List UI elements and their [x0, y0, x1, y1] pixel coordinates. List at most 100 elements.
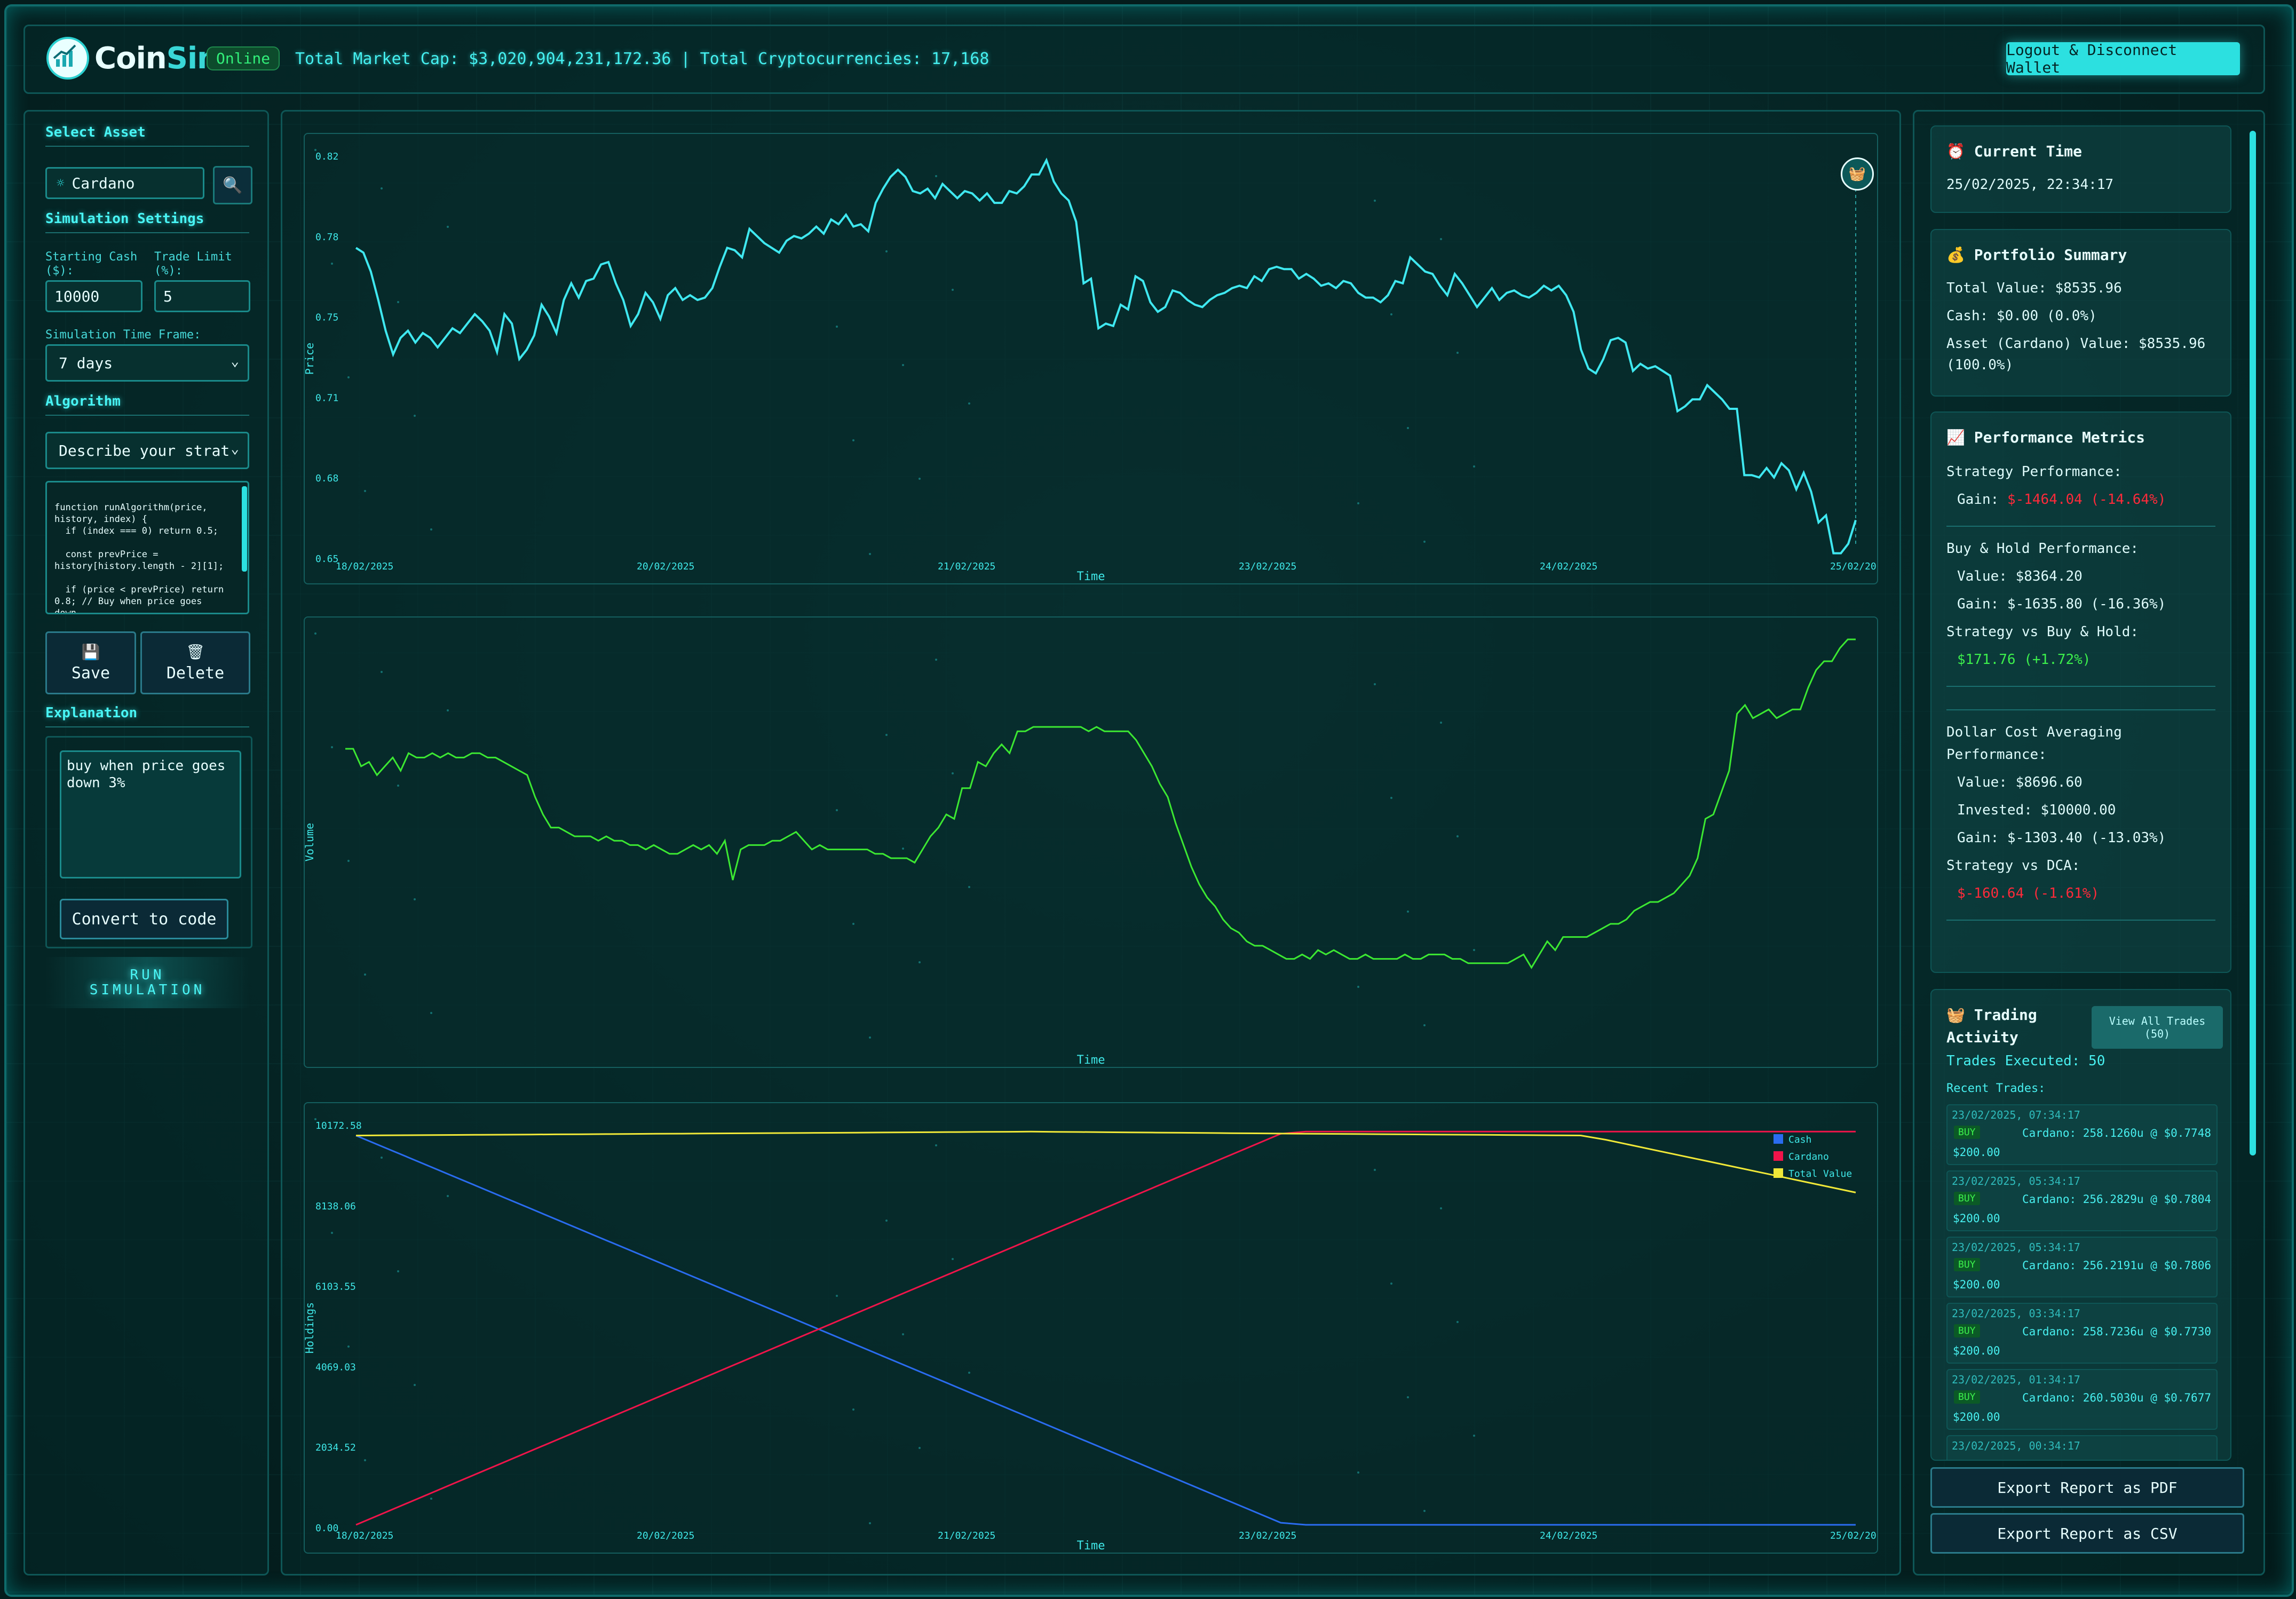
y-tick-label: 8138.06 [315, 1201, 356, 1212]
star-dot [1423, 541, 1426, 543]
basket-icon[interactable]: 🧺 [1841, 157, 1874, 191]
trading-title: 🧺 Trading [1946, 1006, 2037, 1024]
export-csv-button[interactable]: Export Report as CSV [1930, 1513, 2244, 1554]
star-dot [1440, 238, 1442, 240]
star-dot [919, 1447, 921, 1449]
x-tick-label: 18/02/2025 [336, 1530, 393, 1541]
star-dot [1357, 986, 1359, 988]
left-sidebar: Select Asset ☼ Cardano 🔍 Simulation Sett… [23, 110, 269, 1576]
volume-chart[interactable]: Time Volume [303, 616, 1878, 1068]
trade-timestamp: 23/02/2025, 05:34:17 [1952, 1175, 2080, 1188]
timeframe-select[interactable]: 7 days ⌄ [45, 344, 249, 382]
logo[interactable]: CoinSim [46, 37, 228, 80]
dca-value: Value: $8696.60 [1957, 774, 2083, 790]
holdings-chart[interactable]: Time Holdings 18/02/2025 20/02/2025 21/02/20… [303, 1102, 1878, 1554]
star-dot [1374, 683, 1376, 685]
trade-item[interactable]: 23/02/2025, 07:34:17 BUY Cardano: 258.1260… [1946, 1104, 2218, 1165]
strategy-select[interactable]: Describe your strategy ⌄ [45, 432, 249, 469]
star-dot [836, 809, 838, 811]
trade-type-badge: BUY [1954, 1258, 1980, 1271]
y-tick-label: 0.78 [315, 232, 338, 243]
export-pdf-button[interactable]: Export Report as PDF [1930, 1467, 2244, 1508]
strategy-gain: Gain: $-1464.04 (-14.64%) [1957, 489, 2166, 510]
run-label: RUN [130, 967, 165, 983]
star-dot [347, 1345, 350, 1348]
star-dot [331, 1232, 333, 1234]
trade-amount: $200.00 [1953, 1278, 2000, 1291]
trade-item[interactable]: 23/02/2025, 03:34:17 BUY Cardano: 258.7236… [1946, 1303, 2218, 1364]
coin-icon: ☼ [57, 176, 65, 191]
x-tick-label: 23/02/2025 [1239, 561, 1296, 572]
trade-item[interactable]: 23/02/2025, 05:34:17 BUY Cardano: 256.2191… [1946, 1237, 2218, 1297]
star-dot [885, 734, 888, 736]
strategy-vs-dca-label: Strategy vs DCA: [1946, 858, 2080, 874]
y-axis-label: Price [305, 343, 316, 375]
save-label: Save [71, 664, 110, 683]
divider [1946, 920, 2215, 921]
star-dot [414, 415, 416, 417]
x-tick-label: 25/02/20 [1830, 1530, 1877, 1541]
search-button[interactable]: 🔍 [213, 166, 252, 204]
trade-timestamp: 23/02/2025, 03:34:17 [1952, 1307, 2080, 1320]
trade-item[interactable]: 23/02/2025, 05:34:17 BUY Cardano: 256.2829… [1946, 1170, 2218, 1231]
star-dot [902, 1333, 904, 1335]
star-dot [1423, 1024, 1426, 1026]
code-scrollbar[interactable] [242, 486, 247, 572]
starting-cash-input[interactable]: 10000 [45, 280, 142, 312]
code-editor[interactable]: function runAlgorithm(price, history, in… [45, 481, 249, 614]
star-dot [935, 1144, 937, 1146]
star-dot [381, 1157, 383, 1159]
view-all-trades-button[interactable]: View All Trades (50) [2092, 1006, 2223, 1049]
strategy-performance-label: Strategy Performance: [1946, 464, 2122, 480]
run-simulation-button[interactable]: RUN SIMULATION [45, 957, 249, 1008]
logout-button[interactable]: Logout & Disconnect Wallet [2006, 41, 2240, 76]
legend-swatch [1774, 1168, 1783, 1178]
trade-amount: $200.00 [1953, 1212, 2000, 1225]
market-info: Total Market Cap: $3,020,904,231,172.36 … [295, 50, 989, 68]
star-dot [1407, 911, 1409, 913]
trade-limit-input[interactable]: 5 [154, 280, 250, 312]
right-sidebar: ⏰ Current Time 25/02/2025, 22:34:17 💰 Po… [1913, 110, 2265, 1576]
buy-hold-gain: Gain: $-1635.80 (-16.36%) [1957, 596, 2166, 612]
volume-chart-svg: Time Volume [303, 632, 1856, 1067]
save-button[interactable]: 💾 Save [45, 631, 136, 694]
star-dot [885, 1220, 888, 1222]
price-chart[interactable]: Time Price 18/02/2025 20/02/2025 21/02/2025 2… [303, 133, 1878, 584]
star-dot [347, 376, 350, 378]
trade-type-badge: BUY [1954, 1324, 1980, 1337]
trade-description: Cardano: 258.1260u @ $0.7748 [2022, 1127, 2211, 1139]
explanation-textarea[interactable]: buy when price goes down 3% [60, 750, 241, 878]
star-dot [1423, 1510, 1426, 1512]
convert-to-code-button[interactable]: Convert to code [60, 899, 228, 939]
star-dot [1374, 1169, 1376, 1171]
trade-item[interactable]: 23/02/2025, 01:34:17 BUY Cardano: 260.5030… [1946, 1369, 2218, 1430]
basket-icon: 🧺 [1946, 1006, 1965, 1024]
asset-input[interactable]: ☼ Cardano [45, 167, 204, 199]
portfolio-title: 💰 Portfolio Summary [1946, 246, 2127, 264]
trade-item[interactable]: 23/02/2025, 00:34:17 [1946, 1435, 2218, 1460]
star-dot [968, 402, 970, 405]
header-bar: CoinSim Online Total Market Cap: $3,020,… [23, 25, 2265, 94]
delete-button[interactable]: 🗑 Delete [140, 631, 250, 694]
divider [45, 146, 249, 147]
y-tick-label: 0.75 [315, 312, 338, 323]
x-tick-label: 24/02/2025 [1540, 561, 1597, 572]
star-dot [1390, 313, 1392, 315]
x-tick-label: 23/02/2025 [1239, 1530, 1296, 1541]
divider [45, 726, 249, 727]
strategy-vs-dca-value: $-160.64 (-1.61%) [1957, 885, 2100, 901]
star-dot [1456, 352, 1459, 354]
y-tick-label: 0.00 [315, 1523, 338, 1534]
chevron-down-icon: ⌄ [231, 441, 239, 457]
x-tick-label: 18/02/2025 [336, 561, 393, 572]
strategy-gain-value: $-1464.04 (-14.64%) [2007, 492, 2166, 508]
right-scrollbar[interactable] [2250, 131, 2256, 1155]
status-badge: Online [207, 46, 280, 70]
star-dot [836, 1295, 838, 1297]
strategy-vs-buy-hold-label: Strategy vs Buy & Hold: [1946, 624, 2139, 640]
star-dot [430, 528, 432, 531]
portfolio-summary-card: 💰 Portfolio Summary Total Value: $8535.9… [1930, 229, 2231, 397]
logo-coin: Coin [94, 41, 167, 76]
star-dot [902, 364, 904, 366]
legend-swatch [1774, 1151, 1783, 1161]
